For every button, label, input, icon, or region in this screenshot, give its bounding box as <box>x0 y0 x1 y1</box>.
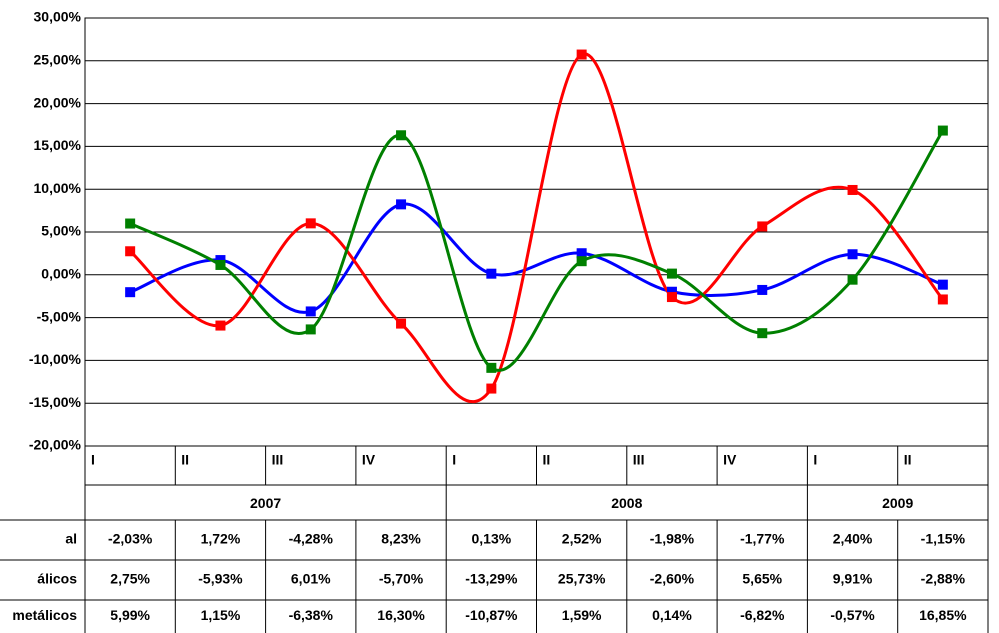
cell-value: -6,38% <box>289 607 334 623</box>
cell-value: 5,99% <box>110 607 150 623</box>
cell-value: -4,28% <box>289 531 334 547</box>
y-tick-label: -10,00% <box>29 351 82 367</box>
marker <box>396 199 407 210</box>
x-tick-label: II <box>543 452 551 468</box>
cell-value: -10,87% <box>465 607 518 623</box>
marker <box>486 383 497 394</box>
y-tick-label: 30,00% <box>34 9 82 25</box>
marker <box>486 268 497 279</box>
marker <box>937 279 948 290</box>
x-tick-label: II <box>181 452 189 468</box>
cell-value: 0,14% <box>652 607 692 623</box>
cell-value: -6,82% <box>740 607 785 623</box>
x-tick-label: IV <box>362 452 376 468</box>
marker <box>847 184 858 195</box>
cell-value: -2,88% <box>921 571 966 587</box>
y-tick-label: 10,00% <box>34 180 82 196</box>
cell-value: 1,59% <box>562 607 602 623</box>
group-label: 2009 <box>882 495 913 511</box>
x-tick-label: I <box>91 452 95 468</box>
x-tick-label: II <box>904 452 912 468</box>
x-tick-label: III <box>272 452 284 468</box>
cell-value: -1,15% <box>921 531 966 547</box>
cell-value: 16,30% <box>377 607 425 623</box>
cell-value: 2,40% <box>833 531 873 547</box>
y-tick-label: 5,00% <box>41 223 81 239</box>
marker <box>305 218 316 229</box>
group-label: 2007 <box>250 495 281 511</box>
cell-value: -13,29% <box>465 571 518 587</box>
series-line <box>129 202 944 314</box>
marker <box>396 318 407 329</box>
cell-value: -5,93% <box>198 571 243 587</box>
cell-value: 2,52% <box>562 531 602 547</box>
y-tick-label: 25,00% <box>34 52 82 68</box>
row-label: álicos <box>37 571 77 587</box>
row-label: al <box>65 531 77 547</box>
y-tick-label: -20,00% <box>29 437 82 453</box>
cell-value: 25,73% <box>558 571 606 587</box>
marker <box>757 284 768 295</box>
cell-value: -0,57% <box>830 607 875 623</box>
group-label: 2008 <box>611 495 642 511</box>
y-tick-label: -5,00% <box>37 308 82 324</box>
marker <box>847 249 858 260</box>
marker <box>937 125 948 136</box>
marker <box>215 320 226 331</box>
cell-value: 8,23% <box>381 531 421 547</box>
y-tick-label: -15,00% <box>29 394 82 410</box>
y-tick-label: 15,00% <box>34 137 82 153</box>
marker <box>576 248 587 259</box>
x-tick-label: I <box>813 452 817 468</box>
cell-value: 1,72% <box>201 531 241 547</box>
cell-value: -2,60% <box>650 571 695 587</box>
x-tick-label: IV <box>723 452 737 468</box>
y-tick-label: 0,00% <box>41 266 81 282</box>
marker <box>396 130 407 141</box>
marker <box>666 292 677 303</box>
marker <box>847 274 858 285</box>
y-tick-label: 20,00% <box>34 94 82 110</box>
cell-value: 5,65% <box>742 571 782 587</box>
marker <box>125 246 136 257</box>
cell-value: -2,03% <box>108 531 153 547</box>
marker <box>125 218 136 229</box>
cell-value: 9,91% <box>833 571 873 587</box>
marker <box>576 49 587 60</box>
series-line <box>129 52 945 404</box>
marker <box>937 294 948 305</box>
cell-value: 2,75% <box>110 571 150 587</box>
cell-value: 1,15% <box>201 607 241 623</box>
marker <box>215 259 226 270</box>
row-label: metálicos <box>12 607 77 623</box>
series-line <box>129 129 945 372</box>
cell-value: 6,01% <box>291 571 331 587</box>
x-tick-label: III <box>633 452 645 468</box>
marker <box>305 306 316 317</box>
x-tick-label: I <box>452 452 456 468</box>
cell-value: 16,85% <box>919 607 967 623</box>
marker <box>666 268 677 279</box>
marker <box>666 286 677 297</box>
marker <box>125 287 136 298</box>
cell-value: -1,98% <box>650 531 695 547</box>
cell-value: -1,77% <box>740 531 785 547</box>
marker <box>486 362 497 373</box>
cell-value: 0,13% <box>471 531 511 547</box>
marker <box>576 256 587 267</box>
marker <box>757 328 768 339</box>
marker <box>757 221 768 232</box>
marker <box>305 324 316 335</box>
cell-value: -5,70% <box>379 571 424 587</box>
